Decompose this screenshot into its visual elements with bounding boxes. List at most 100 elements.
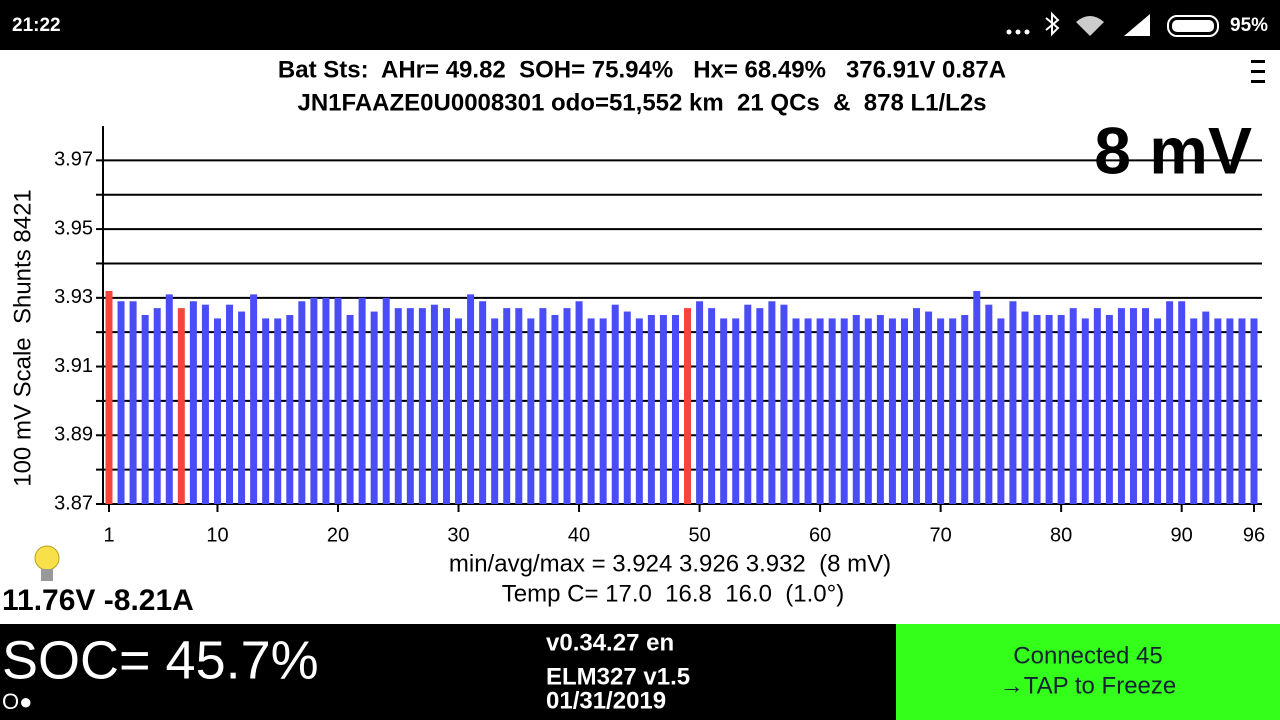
bar: [1117, 308, 1125, 504]
time: 21:22: [12, 15, 61, 36]
bar: [864, 318, 872, 504]
bar: [1021, 311, 1029, 504]
x-tick-label: 50: [688, 524, 710, 546]
bar: [937, 318, 945, 504]
bar: [177, 308, 185, 504]
bar: [563, 308, 571, 504]
bar: [394, 308, 402, 504]
footer: [0, 624, 896, 720]
bar: [1045, 315, 1053, 504]
bar: [442, 308, 450, 504]
bar: [768, 301, 776, 504]
bar: [599, 318, 607, 504]
bar: [141, 315, 149, 504]
x-tick-label: 80: [1050, 524, 1072, 546]
bar: [708, 308, 716, 504]
menu-button[interactable]: [1251, 60, 1265, 83]
bar: [189, 301, 197, 504]
bar: [816, 318, 824, 504]
date: 01/31/2019: [546, 687, 666, 714]
soc: SOC= 45.7%: [2, 630, 319, 690]
x-tick-label: 20: [327, 524, 349, 546]
y-tick-label: 3.97: [54, 149, 93, 171]
bar: [840, 318, 848, 504]
bar: [1154, 318, 1162, 504]
bar: [1214, 318, 1222, 504]
bar: [720, 318, 728, 504]
bar: [1178, 301, 1186, 504]
bar: [322, 297, 330, 504]
y-tick-label: 3.89: [54, 424, 93, 446]
bar: [165, 294, 173, 504]
bar: [997, 318, 1005, 504]
bulb-icon: [34, 545, 60, 581]
bar: [780, 304, 788, 504]
bar: [587, 318, 595, 504]
bar: [1250, 318, 1258, 504]
x-tick-label: 90: [1171, 524, 1193, 546]
bar: [527, 318, 535, 504]
bar: [238, 311, 246, 504]
bar: [334, 297, 342, 504]
bar: [1238, 318, 1246, 504]
bar: [105, 290, 113, 504]
bar: [455, 318, 463, 504]
plot: 3.87 3.89 3.91 3.93 3.95 3.97 1 10 20 30 40 50 60 70 8…: [54, 126, 1265, 546]
bar: [973, 290, 981, 504]
bar: [684, 308, 692, 504]
bar: [274, 318, 282, 504]
y-tick-label: 3.87: [54, 492, 93, 514]
bar: [732, 318, 740, 504]
battery: 95%: [1230, 15, 1268, 36]
scale-annotation: 8 mV: [1094, 113, 1252, 187]
connect-button[interactable]: [896, 624, 1280, 720]
bar: [153, 308, 161, 504]
bar: [1033, 315, 1041, 504]
bar: [358, 297, 366, 504]
bar: [430, 304, 438, 504]
bar: [623, 311, 631, 504]
bar: [479, 301, 487, 504]
bar: [382, 297, 390, 504]
bar: [418, 308, 426, 504]
bar: [961, 315, 969, 504]
bar: [1190, 318, 1198, 504]
bar: [900, 318, 908, 504]
bar: [1081, 318, 1089, 504]
x-tick-label: 70: [930, 524, 952, 546]
version: v0.34.27 en: [546, 629, 674, 656]
bar: [1105, 315, 1113, 504]
bar: [792, 318, 800, 504]
bar: [551, 315, 559, 504]
bar: [310, 297, 318, 504]
status-bar: [0, 0, 1280, 50]
connected: Connected 45: [1013, 642, 1162, 669]
tap-hint: →TAP to Freeze: [1000, 672, 1177, 699]
status-icons: [1006, 11, 1219, 37]
bar: [985, 304, 993, 504]
bar: [1142, 308, 1150, 504]
bar: [913, 308, 921, 504]
bar: [744, 304, 752, 504]
bar: [370, 311, 378, 504]
x-tick-label: 10: [206, 524, 228, 546]
y-tick-label: 3.95: [54, 217, 93, 239]
bar: [949, 318, 957, 504]
bar: [117, 301, 125, 504]
x-tick-label: 30: [447, 524, 469, 546]
bar: [756, 308, 764, 504]
bar: [1166, 301, 1174, 504]
bar: [129, 301, 137, 504]
bar: [611, 304, 619, 504]
bar: [406, 308, 414, 504]
bar: [925, 311, 933, 504]
bar: [262, 318, 270, 504]
bar: [201, 304, 209, 504]
bar: [647, 315, 655, 504]
bar: [467, 294, 475, 504]
x-tick-label: 1: [103, 524, 114, 546]
bar: [696, 301, 704, 504]
bar: [659, 315, 667, 504]
